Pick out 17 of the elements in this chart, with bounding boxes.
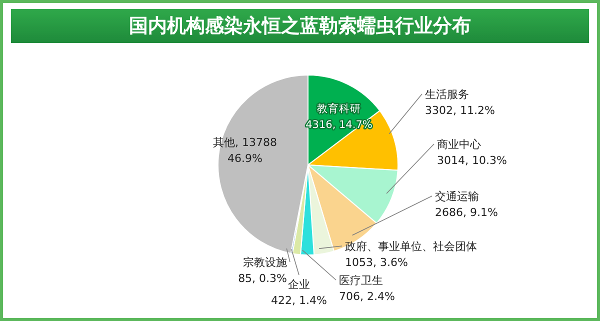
data-label: 1053, 3.6% — [345, 256, 408, 269]
data-label: 3014, 10.3% — [437, 154, 507, 167]
chart-title: 国内机构感染永恒之蓝勒索蠕虫行业分布 — [11, 9, 589, 43]
slice-label: 教育科研 — [317, 102, 361, 115]
data-label: 2686, 9.1% — [435, 206, 498, 219]
slice-label: 商业中心 — [437, 138, 481, 151]
slice-label: 生活服务 — [425, 88, 469, 101]
slice-label: 政府、事业单位、社会团体 — [345, 240, 477, 253]
data-label: 706, 2.4% — [339, 290, 395, 303]
slice-label: 企业 — [288, 278, 310, 291]
data-label: 422, 1.4% — [271, 294, 327, 307]
slice-label: 交通运输 — [435, 190, 479, 203]
data-label: 85, 0.3% — [238, 272, 287, 285]
slice-label: 其他, 13788 46.9% — [213, 136, 277, 165]
data-label: 3302, 11.2% — [425, 104, 495, 117]
slice-label: 医疗卫生 — [339, 274, 383, 287]
slice-label: 宗教设施 — [243, 256, 287, 269]
